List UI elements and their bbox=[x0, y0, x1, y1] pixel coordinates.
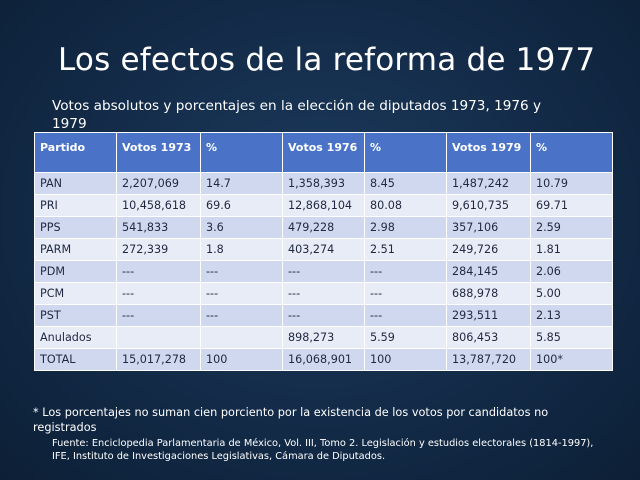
table-cell: 2,207,069 bbox=[116, 172, 201, 195]
table-body: PAN 2,207,069 14.7 1,358,393 8.45 1,487,242 10… bbox=[34, 172, 613, 371]
table-cell: 5.59 bbox=[364, 326, 447, 349]
header-pct-1973: % bbox=[200, 132, 283, 173]
table-cell: PAN bbox=[34, 172, 117, 195]
table-cell: 1,358,393 bbox=[282, 172, 365, 195]
table-cell: 1,487,242 bbox=[446, 172, 531, 195]
table-cell: PPS bbox=[34, 216, 117, 239]
table-cell: 249,726 bbox=[446, 238, 531, 261]
table-row: PARM 272,339 1.8 403,274 2.51 249,726 1.81 bbox=[34, 238, 613, 261]
table-cell: 5.85 bbox=[530, 326, 613, 349]
table-row: PPS 541,833 3.6 479,228 2.98 357,106 2.59 bbox=[34, 216, 613, 239]
table-cell bbox=[200, 326, 283, 349]
table-cell: 80.08 bbox=[364, 194, 447, 217]
table-cell: 8.45 bbox=[364, 172, 447, 195]
table-cell: --- bbox=[200, 282, 283, 305]
table-cell: 293,511 bbox=[446, 304, 531, 327]
results-table: Partido Votos 1973 % Votos 1976 % Votos … bbox=[34, 132, 613, 371]
table-cell bbox=[116, 326, 201, 349]
table-cell: 5.00 bbox=[530, 282, 613, 305]
header-pct-1979: % bbox=[530, 132, 613, 173]
table-cell: PDM bbox=[34, 260, 117, 283]
table-row: PST --- --- --- --- 293,511 2.13 bbox=[34, 304, 613, 327]
header-votos-1979: Votos 1979 bbox=[446, 132, 531, 173]
table-cell: --- bbox=[116, 260, 201, 283]
table-cell: --- bbox=[200, 304, 283, 327]
table-cell: 2.06 bbox=[530, 260, 613, 283]
table-cell: --- bbox=[116, 282, 201, 305]
source-citation: Fuente: Enciclopedia Parlamentaria de Mé… bbox=[52, 438, 594, 462]
table-cell: PRI bbox=[34, 194, 117, 217]
table-cell: PST bbox=[34, 304, 117, 327]
table-cell: TOTAL bbox=[34, 348, 117, 371]
table-cell: --- bbox=[364, 304, 447, 327]
table-cell: --- bbox=[116, 304, 201, 327]
header-partido: Partido bbox=[34, 132, 117, 173]
table-cell: 2.59 bbox=[530, 216, 613, 239]
table-cell: 69.71 bbox=[530, 194, 613, 217]
table-cell: --- bbox=[282, 260, 365, 283]
table-row: Anulados 898,273 5.59 806,453 5.85 bbox=[34, 326, 613, 349]
table-cell: 541,833 bbox=[116, 216, 201, 239]
table-cell: 12,868,104 bbox=[282, 194, 365, 217]
table-cell: --- bbox=[364, 282, 447, 305]
table-cell: 1.81 bbox=[530, 238, 613, 261]
table-cell: 69.6 bbox=[200, 194, 283, 217]
table-cell: 284,145 bbox=[446, 260, 531, 283]
table-cell: 14.7 bbox=[200, 172, 283, 195]
results-table-container: Partido Votos 1973 % Votos 1976 % Votos … bbox=[34, 132, 613, 371]
table-cell: PARM bbox=[34, 238, 117, 261]
table-cell: PCM bbox=[34, 282, 117, 305]
table-cell: 16,068,901 bbox=[282, 348, 365, 371]
table-header-row: Partido Votos 1973 % Votos 1976 % Votos … bbox=[34, 132, 613, 173]
table-cell: 100* bbox=[530, 348, 613, 371]
table-cell: 1.8 bbox=[200, 238, 283, 261]
table-cell: --- bbox=[282, 304, 365, 327]
table-cell: --- bbox=[282, 282, 365, 305]
header-votos-1973: Votos 1973 bbox=[116, 132, 201, 173]
table-cell: 9,610,735 bbox=[446, 194, 531, 217]
table-cell: Anulados bbox=[34, 326, 117, 349]
table-row: PCM --- --- --- --- 688,978 5.00 bbox=[34, 282, 613, 305]
table-cell: 10.79 bbox=[530, 172, 613, 195]
table-cell: 10,458,618 bbox=[116, 194, 201, 217]
table-cell: 100 bbox=[364, 348, 447, 371]
table-cell: --- bbox=[200, 260, 283, 283]
table-cell: 272,339 bbox=[116, 238, 201, 261]
slide-title: Los efectos de la reforma de 1977 bbox=[58, 42, 596, 78]
table-cell: --- bbox=[364, 260, 447, 283]
table-cell: 2.13 bbox=[530, 304, 613, 327]
table-cell: 2.51 bbox=[364, 238, 447, 261]
table-row: PAN 2,207,069 14.7 1,358,393 8.45 1,487,242 10… bbox=[34, 172, 613, 195]
slide-subtitle: Votos absolutos y porcentajes en la elec… bbox=[52, 98, 542, 132]
footnote: * Los porcentajes no suman cien porcient… bbox=[33, 406, 549, 434]
table-row: TOTAL 15,017,278 100 16,068,901 100 13,787,72… bbox=[34, 348, 613, 371]
table-cell: 479,228 bbox=[282, 216, 365, 239]
table-cell: 403,274 bbox=[282, 238, 365, 261]
table-cell: 13,787,720 bbox=[446, 348, 531, 371]
header-pct-1976: % bbox=[364, 132, 447, 173]
table-row: PRI 10,458,618 69.6 12,868,104 80.08 9,610,73… bbox=[34, 194, 613, 217]
table-cell: 2.98 bbox=[364, 216, 447, 239]
table-cell: 15,017,278 bbox=[116, 348, 201, 371]
table-cell: 688,978 bbox=[446, 282, 531, 305]
table-cell: 898,273 bbox=[282, 326, 365, 349]
table-cell: 357,106 bbox=[446, 216, 531, 239]
table-cell: 100 bbox=[200, 348, 283, 371]
table-row: PDM --- --- --- --- 284,145 2.06 bbox=[34, 260, 613, 283]
table-cell: 806,453 bbox=[446, 326, 531, 349]
header-votos-1976: Votos 1976 bbox=[282, 132, 365, 173]
table-cell: 3.6 bbox=[200, 216, 283, 239]
